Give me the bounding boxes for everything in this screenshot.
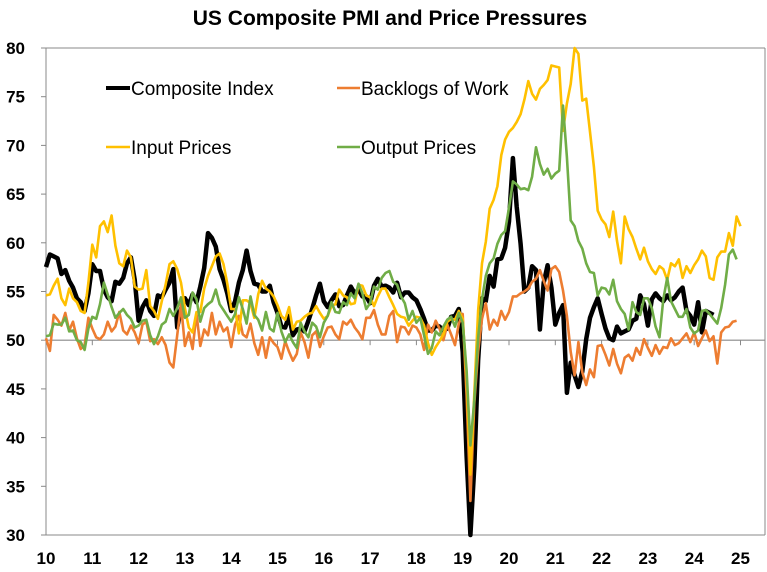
legend-label-composite-index: Composite Index [131, 79, 274, 100]
y-tick-label: 65 [6, 185, 25, 204]
x-tick-label: 20 [500, 549, 519, 568]
x-tick-label: 16 [314, 549, 333, 568]
y-tick-label: 70 [6, 136, 25, 155]
series-line-input-prices [45, 46, 742, 476]
y-tick-label: 75 [6, 88, 25, 107]
x-tick-label: 23 [638, 549, 657, 568]
y-tick-label: 30 [6, 526, 25, 545]
x-axis: 10 11 12 13 14 15 16 17 18 19 20 21 22 23 24 25 [37, 339, 765, 568]
legend-label-output-prices: Output Prices [361, 138, 476, 159]
y-tick-label: 50 [6, 331, 25, 350]
series-line-output-prices [45, 104, 738, 447]
legend-item-output-prices: Output Prices [337, 138, 476, 159]
y-tick-label: 60 [6, 234, 25, 253]
x-tick-label: 25 [731, 549, 750, 568]
x-tick-label: 10 [37, 549, 56, 568]
x-tick-label: 18 [407, 549, 426, 568]
legend-item-backlogs-of-work: Backlogs of Work [337, 79, 509, 100]
series-line-backlogs-of-work [44, 264, 737, 503]
y-tick-label: 55 [6, 283, 25, 302]
legend: Composite Index Backlogs of Work Input P… [106, 79, 509, 159]
chart-title: US Composite PMI and Price Pressures [193, 7, 587, 30]
legend-item-input-prices: Input Prices [106, 138, 231, 159]
x-tick-label: 14 [222, 549, 241, 568]
x-tick-label: 13 [175, 549, 194, 568]
y-axis: 30 35 40 45 50 55 60 65 70 75 80 [6, 39, 46, 545]
legend-label-backlogs-of-work: Backlogs of Work [361, 79, 509, 100]
x-tick-label: 22 [592, 549, 611, 568]
x-tick-label: 11 [83, 549, 101, 568]
x-tick-label: 17 [361, 549, 380, 568]
x-tick-label: 15 [268, 549, 287, 568]
y-tick-label: 45 [6, 380, 25, 399]
series-lines [43, 46, 742, 538]
y-tick-label: 40 [6, 429, 25, 448]
legend-label-input-prices: Input Prices [131, 138, 231, 159]
x-tick-label: 19 [453, 549, 472, 568]
x-tick-label: 21 [546, 549, 565, 568]
y-tick-label: 80 [6, 39, 25, 58]
legend-item-composite-index: Composite Index [106, 79, 274, 100]
x-tick-label: 12 [129, 549, 148, 568]
y-tick-label: 35 [6, 477, 25, 496]
x-tick-label: 24 [685, 549, 704, 568]
